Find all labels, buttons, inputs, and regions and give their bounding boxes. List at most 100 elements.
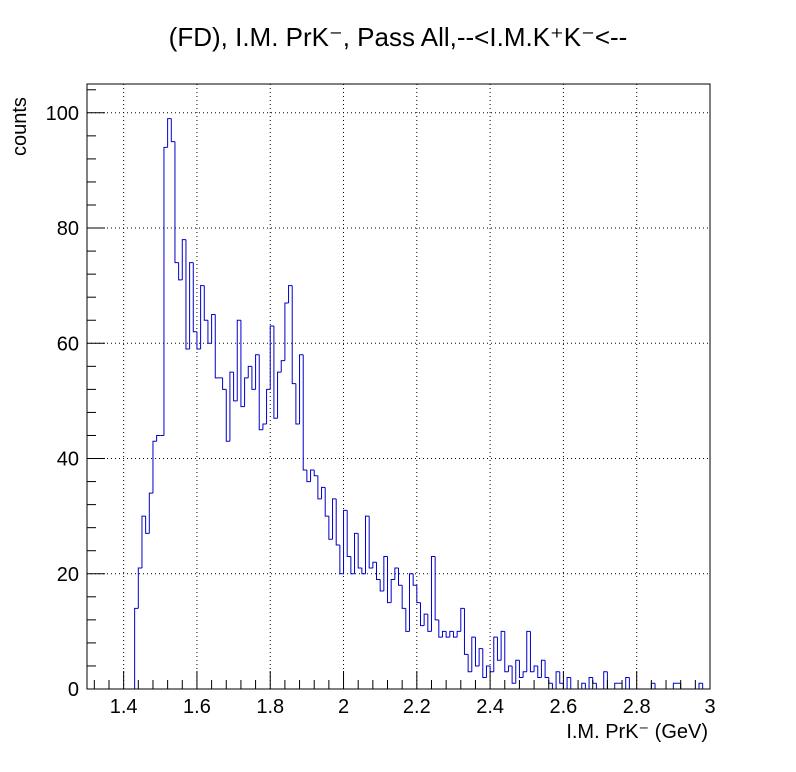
histogram-bin (456, 630, 461, 638)
histogram-bin (515, 659, 520, 684)
histogram-bin (478, 648, 483, 666)
histogram-bin (284, 302, 289, 361)
histogram-bin (416, 585, 421, 604)
histogram-bin (137, 567, 142, 609)
histogram-bin (225, 389, 230, 442)
axis-ticks (87, 89, 711, 690)
histogram-bin (387, 556, 392, 604)
histogram-series (134, 118, 710, 690)
histogram-bin (566, 676, 571, 689)
histogram-bin (474, 637, 480, 667)
histogram-bin (266, 388, 271, 424)
histogram-bin (621, 683, 626, 690)
histogram-bin (489, 665, 494, 673)
histogram-bin (650, 682, 656, 689)
histogram-bin (343, 509, 348, 574)
histogram-bin (500, 630, 505, 661)
x-tick-label: 2 (338, 696, 349, 718)
x-tick-label: 2.4 (476, 696, 504, 718)
histogram-bin (167, 118, 172, 148)
x-tick-label: 2.2 (403, 696, 431, 718)
histogram-bin (306, 470, 311, 483)
y-tick-label: 100 (46, 103, 79, 125)
histogram-bin (170, 118, 175, 143)
histogram-bin (614, 682, 619, 689)
histogram-bin (441, 630, 447, 638)
histogram-bin (588, 676, 593, 689)
histogram-bin (376, 562, 381, 581)
histogram-bin (346, 510, 351, 557)
histogram-bin (430, 555, 436, 632)
histogram-bin (603, 671, 608, 689)
y-tick-label: 80 (57, 218, 79, 240)
histogram-bin (269, 325, 274, 390)
histogram-bin (313, 470, 318, 477)
histogram-bin (233, 372, 238, 402)
histogram-bin (211, 313, 216, 344)
histogram-bin (482, 648, 487, 678)
histogram-bin (152, 440, 157, 494)
histogram-bin (277, 371, 282, 419)
histogram-bin (247, 365, 252, 378)
histogram-bin (518, 660, 524, 678)
x-tick-label: 1.4 (110, 696, 138, 718)
histogram-bin (350, 556, 355, 575)
histogram-bin (174, 141, 179, 264)
histogram-bin (434, 556, 439, 621)
histogram-bin (379, 579, 384, 592)
histogram-bin (592, 677, 597, 684)
x-tick-label: 2.6 (550, 696, 578, 718)
y-tick-label: 0 (68, 679, 79, 701)
histogram-bin (452, 631, 458, 638)
histogram-bin (361, 568, 366, 575)
histogram-bin (196, 331, 201, 350)
histogram-bin (551, 683, 557, 690)
histogram-bin (507, 665, 513, 672)
histogram-bin (156, 434, 161, 442)
histogram-bin (222, 377, 227, 390)
histogram-bin (405, 608, 410, 632)
histogram-bin (533, 665, 538, 672)
histogram-bin (354, 532, 359, 574)
histogram-bin (540, 659, 546, 678)
histogram-bin (240, 320, 245, 408)
histogram-bin (408, 573, 414, 632)
histogram-bin (423, 613, 428, 626)
histogram-bin (529, 631, 535, 673)
y-tick-label: 60 (57, 333, 79, 355)
histogram-bin (548, 677, 553, 684)
histogram-bin (504, 631, 509, 673)
histogram-bin (445, 631, 450, 638)
histogram-bin (449, 630, 454, 638)
histogram-bin (570, 677, 575, 690)
histogram-bin (654, 683, 659, 690)
histogram-bin (606, 671, 612, 690)
histogram-bin (471, 636, 476, 672)
histogram-bin (581, 682, 586, 689)
grid (87, 84, 711, 689)
histogram-bin (214, 314, 219, 379)
histogram-bin (134, 607, 139, 689)
histogram-bin (273, 326, 278, 419)
histogram-bin (255, 354, 260, 390)
histogram-bin (467, 654, 472, 673)
histogram-bin (698, 682, 703, 689)
histogram-bin (185, 239, 190, 350)
histogram-bin (192, 262, 197, 333)
histogram-bin (493, 636, 498, 672)
histogram-bin (438, 619, 443, 638)
histogram-bin (189, 262, 194, 350)
tick-labels: 1.4 1.6 1.8 2 2.2 2.4 2.6 2.8 3 0 20 40 60 80 100 (46, 103, 716, 718)
histogram-bin (584, 683, 590, 690)
histogram-bin (680, 683, 685, 690)
histogram-bin (357, 533, 362, 569)
chart-title: (FD), I.M. PrK⁻, Pass All,--<I.M.K⁺K⁻<-- (169, 22, 628, 52)
histogram-bin (427, 614, 432, 632)
histogram-bin (258, 354, 263, 431)
y-tick-label: 20 (57, 564, 79, 586)
histogram-bin (544, 660, 549, 678)
histogram-bin (299, 354, 304, 424)
histogram-bin (229, 371, 234, 442)
histogram-bin (163, 146, 168, 436)
